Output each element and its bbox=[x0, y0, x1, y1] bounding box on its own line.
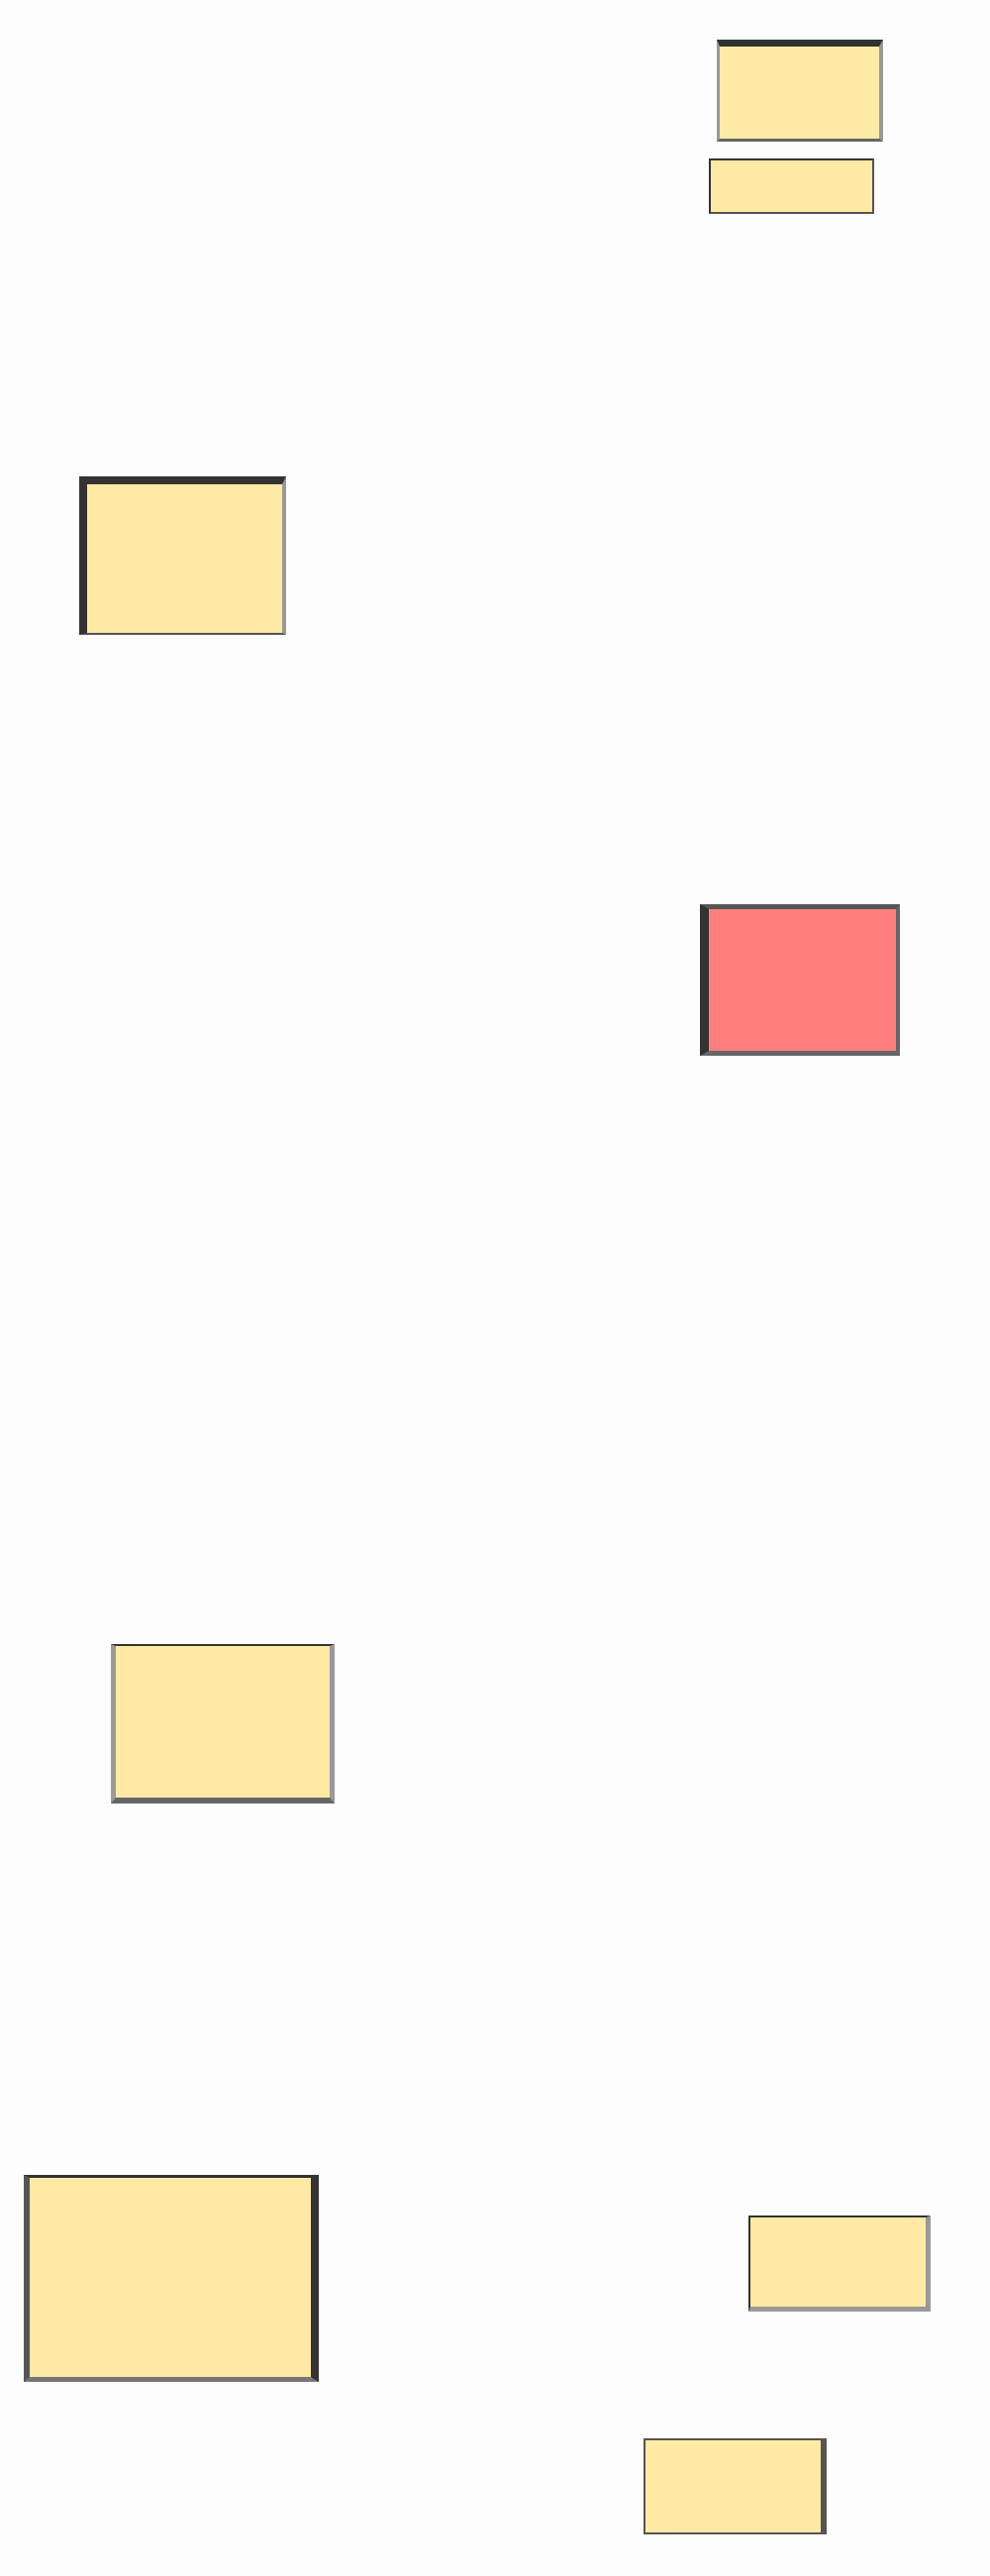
box-5[interactable] bbox=[111, 1644, 335, 1803]
box-2[interactable] bbox=[709, 158, 874, 214]
box-1[interactable] bbox=[717, 40, 883, 142]
box-4[interactable] bbox=[700, 904, 900, 1056]
box-7[interactable] bbox=[748, 2215, 931, 2312]
box-3[interactable] bbox=[79, 476, 286, 635]
box-6[interactable] bbox=[24, 2175, 319, 2382]
box-8[interactable] bbox=[644, 2438, 827, 2534]
